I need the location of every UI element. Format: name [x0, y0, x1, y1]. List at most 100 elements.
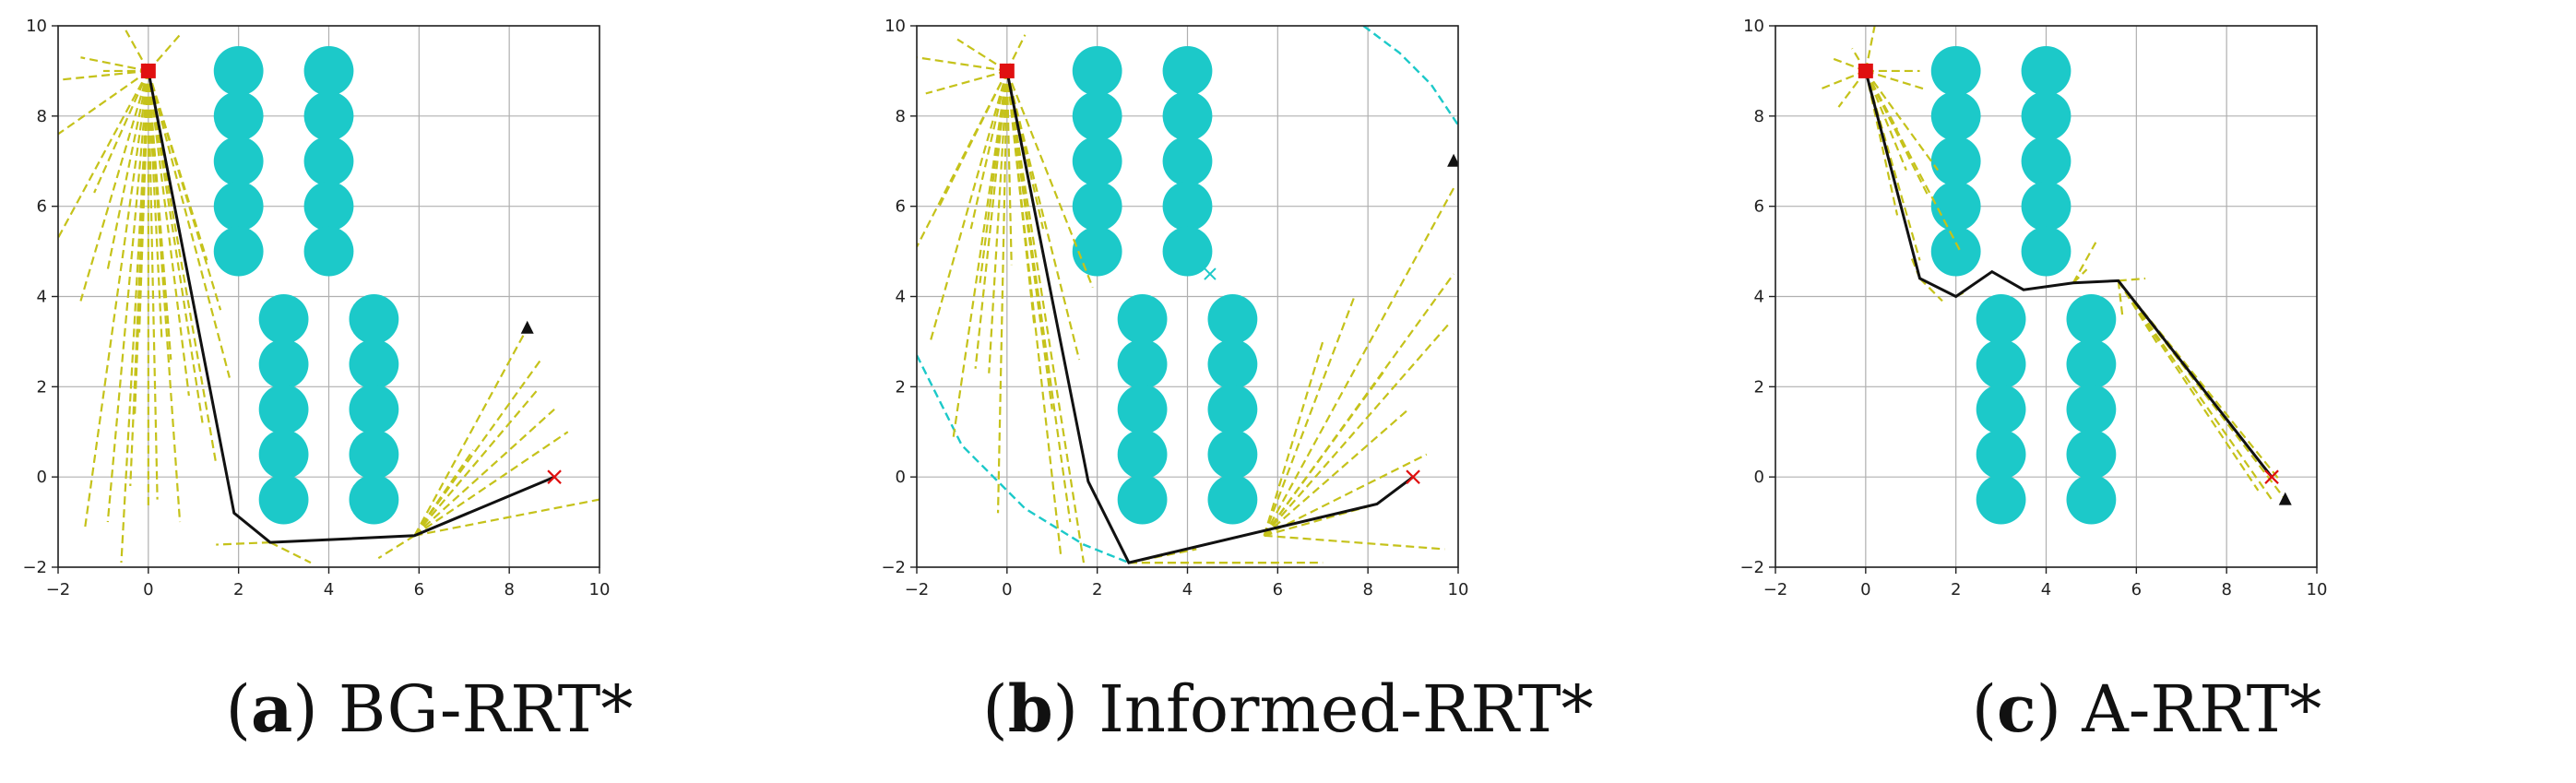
- y-tick-label: 0: [1754, 468, 1764, 487]
- obstacle-circle: [1976, 429, 2026, 480]
- tree-edge: [956, 38, 1008, 72]
- obstacle-circle: [2066, 384, 2117, 434]
- obstacle-circle: [303, 46, 354, 96]
- x-tick-label: 8: [2221, 580, 2231, 599]
- y-tick-label: 4: [1754, 288, 1764, 307]
- y-tick-label: 6: [1754, 197, 1764, 217]
- obstacle-circle: [258, 294, 309, 344]
- obstacle-circle: [1117, 474, 1168, 525]
- obstacle-circle: [258, 338, 309, 389]
- obstacle-circle: [2021, 181, 2071, 231]
- plot-area: [1820, 26, 2292, 525]
- obstacle-circle: [1207, 474, 1258, 525]
- obstacle-circle: [1117, 384, 1168, 434]
- caption-a: (a) BG-RRT*: [225, 670, 634, 747]
- tree-edge: [2071, 242, 2097, 284]
- tree-edge: [1264, 534, 1445, 551]
- obstacle-circle: [1976, 384, 2026, 434]
- tree-edge: [1263, 408, 1409, 537]
- tree-edge: [147, 70, 222, 311]
- informed-ellipse-arc: [917, 354, 1130, 564]
- tree-edges: [917, 34, 1455, 564]
- obstacle-circle: [258, 384, 309, 434]
- tree-edge: [413, 327, 528, 537]
- tree-edge: [269, 541, 312, 564]
- obstacle-circle: [1930, 226, 1981, 277]
- tree-edge: [1865, 69, 1925, 90]
- plot-c: −2 0 2 4 6 8 10 −2 0 2 4 6 8 10: [1739, 17, 2327, 599]
- obstacle-circle: [213, 46, 264, 96]
- x-tick-label: −2: [1763, 580, 1788, 599]
- ticks: −2 0 2 4 6 8 10 −2 0 2 4 6 8 10: [1739, 17, 2327, 599]
- obstacle-circle: [213, 136, 264, 186]
- tree-edge: [1128, 548, 1197, 564]
- x-tick-label: 0: [143, 580, 153, 599]
- tree-edge: [1820, 69, 1867, 90]
- tree-edge: [996, 70, 1008, 514]
- tree-edge: [2117, 280, 2124, 320]
- tree-edge: [1005, 70, 1036, 324]
- x-tick-label: 6: [2131, 580, 2142, 599]
- tree-edge: [1005, 70, 1053, 409]
- y-tick-label: −2: [22, 558, 47, 577]
- solution-path: [1864, 70, 2273, 479]
- tree-edge: [1864, 70, 1907, 171]
- tree-edge: [79, 70, 149, 302]
- x-tick-label: 8: [1362, 580, 1372, 599]
- tree-edge: [2072, 268, 2088, 284]
- obstacle-circle: [349, 338, 399, 389]
- caption-c: (c) A-RRT*: [1971, 670, 2322, 747]
- obstacle-circle: [213, 90, 264, 141]
- start-marker: [140, 63, 156, 78]
- obstacle-circle: [1976, 474, 2026, 525]
- tree-edge: [413, 449, 474, 537]
- tree-edge: [974, 70, 1008, 369]
- y-tick-label: 8: [896, 107, 906, 126]
- tree-edge: [58, 70, 149, 239]
- obstacle-circle: [1930, 136, 1981, 186]
- solution-path: [1005, 70, 1414, 564]
- tree-edge: [2117, 279, 2260, 492]
- tree-edge: [1263, 187, 1455, 537]
- obstacle-circle: [213, 226, 264, 277]
- y-tick-label: −2: [881, 558, 906, 577]
- obstacle-circle: [1072, 181, 1122, 231]
- obstacle-circle: [1117, 294, 1168, 344]
- obstacle-circle: [2021, 226, 2071, 277]
- obstacle-circle: [1072, 226, 1122, 277]
- obstacle-circle: [1072, 90, 1122, 141]
- sample-triangle-marker: [1447, 153, 1458, 167]
- start-marker: [999, 63, 1015, 78]
- tree-edge: [129, 70, 149, 486]
- tree-edge: [929, 70, 1008, 342]
- ticks: −2 0 2 4 6 8 10 −2 0 2 4 6 8 10: [22, 17, 610, 599]
- tree-edge: [413, 390, 538, 537]
- obstacle-circle: [1117, 429, 1168, 480]
- sample-triangle-marker: [2278, 492, 2292, 505]
- panel-b: −2 0 2 4 6 8 10 −2 0 2 4 6 8 10 (b) Informed-RRT*: [859, 0, 1717, 783]
- x-tick-label: 6: [1273, 580, 1283, 599]
- plot-a: −2 0 2 4 6 8 10 −2 0 2 4 6 8 10: [22, 17, 610, 599]
- obstacle-circle: [2066, 429, 2117, 480]
- tree-edge: [1263, 368, 1387, 537]
- y-tick-label: 8: [1754, 107, 1764, 126]
- y-tick-label: 10: [1743, 17, 1764, 36]
- x-tick-label: 10: [589, 580, 611, 599]
- x-tick-label: 2: [1092, 580, 1102, 599]
- x-tick-label: 10: [2307, 580, 2328, 599]
- panel-c: −2 0 2 4 6 8 10 −2 0 2 4 6 8 10 (c) A-RRT*: [1717, 0, 2576, 783]
- tree-edge: [1005, 70, 1062, 559]
- obstacle-circle: [349, 429, 399, 480]
- y-tick-label: 10: [884, 17, 906, 36]
- obstacle-circle: [349, 294, 399, 344]
- tree-edge: [147, 70, 208, 261]
- tree-edge: [147, 70, 204, 423]
- obstacle-circle: [2021, 46, 2071, 96]
- x-tick-label: 2: [1951, 580, 1961, 599]
- y-tick-label: 2: [1754, 377, 1764, 397]
- tree-edge: [969, 70, 1008, 230]
- obstacle-circle: [213, 181, 264, 231]
- sample-x-marker: [1204, 267, 1217, 280]
- y-tick-label: 0: [896, 468, 906, 487]
- tree-edge: [413, 408, 555, 537]
